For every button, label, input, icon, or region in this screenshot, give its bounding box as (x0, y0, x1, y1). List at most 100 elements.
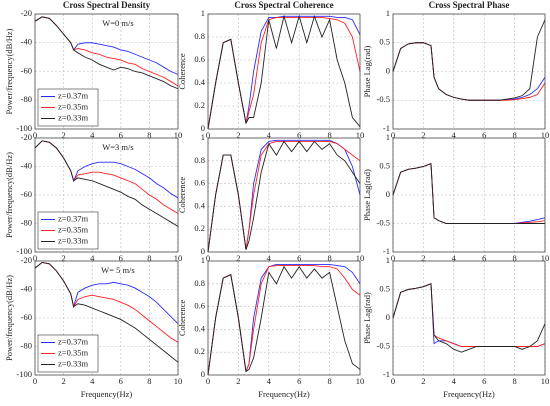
y-tick-label: -0.5 (377, 94, 390, 104)
x-tick-label: 2 (236, 376, 240, 386)
y-tick-label: 0 (201, 123, 205, 133)
series-line (392, 19, 546, 101)
plot-frame (34, 13, 179, 130)
annotation: W=3 m/s (102, 142, 133, 152)
x-tick-label: 0 (391, 253, 395, 263)
x-tick-label: 4 (267, 376, 272, 386)
y-tick-label: 0.4 (194, 77, 205, 87)
y-tick-label: 1 (386, 8, 390, 18)
x-tick-label: 2 (236, 130, 240, 140)
series-line (34, 261, 179, 363)
x-axis-label: Frequency(Hz) (258, 389, 310, 399)
y-tick-label: -0.5 (377, 340, 390, 350)
y-axis-label: Coherence (177, 53, 187, 90)
x-tick-label: 2 (421, 253, 425, 263)
x-tick-label: 2 (236, 253, 240, 263)
y-tick-label: 0.8 (194, 155, 205, 165)
plot-frame (392, 260, 546, 376)
y-tick-label: -1 (383, 123, 390, 133)
x-tick-label: 10 (541, 376, 550, 386)
y-tick-label: 0 (201, 369, 205, 379)
x-tick-label: 6 (119, 130, 123, 140)
series-line (392, 163, 546, 224)
annotation: W=0 m/s (102, 18, 133, 28)
x-tick-label: 2 (61, 376, 65, 386)
y-tick-label: 1 (386, 132, 390, 142)
y-axis-label: Phase Lag(rad) (362, 169, 372, 221)
y-tick-label: 0.2 (194, 346, 205, 356)
x-tick-label: 10 (356, 253, 365, 263)
chart-title: Cross Spectral Coherence (234, 0, 333, 10)
x-tick-label: 8 (512, 130, 516, 140)
plot-frame (392, 13, 546, 130)
y-tick-label: 0.2 (194, 223, 205, 233)
y-tick-label: 0.5 (379, 160, 390, 170)
plot-frame (207, 13, 361, 130)
x-tick-label: 4 (452, 376, 457, 386)
y-tick-label: -60 (21, 65, 32, 75)
plot-frame (34, 137, 179, 253)
x-tick-label: 4 (90, 376, 95, 386)
y-tick-label: -20 (21, 255, 32, 265)
legend-label: z=0.37m (58, 213, 88, 223)
x-tick-label: 2 (421, 376, 425, 386)
x-tick-label: 0 (33, 130, 37, 140)
x-tick-label: 10 (174, 376, 183, 386)
y-tick-label: 1 (201, 132, 205, 142)
y-tick-label: 0.6 (194, 54, 205, 64)
x-tick-label: 10 (174, 130, 183, 140)
y-axis-label: Power/frequency(dB/Hz) (4, 28, 14, 114)
series-line (392, 283, 546, 347)
x-tick-label: 8 (147, 130, 151, 140)
x-tick-label: 0 (391, 376, 395, 386)
series-line (34, 140, 179, 227)
y-tick-label: 0.4 (194, 200, 205, 210)
x-tick-label: 8 (327, 253, 331, 263)
y-tick-label: -100 (16, 369, 32, 379)
y-tick-label: 0.8 (194, 31, 205, 41)
y-axis-label: Coherence (177, 177, 187, 214)
y-tick-label: -1 (383, 369, 390, 379)
y-tick-label: 0.5 (379, 283, 390, 293)
x-tick-label: 0 (206, 130, 210, 140)
x-tick-label: 4 (90, 253, 95, 263)
y-tick-label: 0.6 (194, 178, 205, 188)
x-tick-label: 6 (482, 376, 486, 386)
x-tick-label: 6 (119, 376, 123, 386)
plot-frame (392, 137, 546, 253)
series-line (207, 265, 361, 376)
legend-label: z=0.37m (58, 336, 88, 346)
x-tick-label: 0 (206, 253, 210, 263)
plot-frame (34, 260, 179, 376)
series-line (392, 163, 546, 224)
x-tick-label: 0 (206, 376, 210, 386)
x-tick-label: 4 (267, 130, 272, 140)
legend-label: z=0.35m (58, 224, 88, 234)
series-line (392, 163, 545, 224)
y-tick-label: -100 (16, 246, 32, 256)
series-line (34, 16, 179, 90)
x-tick-label: 10 (541, 253, 550, 263)
plot-frame (207, 260, 361, 376)
y-tick-label: 0 (386, 65, 390, 75)
y-axis-label: Power/frequency(dB/Hz) (4, 275, 14, 361)
x-tick-label: 4 (267, 253, 272, 263)
y-tick-label: 0 (386, 312, 390, 322)
chart-title: Cross Spectral Density (63, 0, 151, 10)
y-tick-label: -20 (21, 132, 32, 142)
x-tick-label: 8 (147, 253, 151, 263)
x-tick-label: 6 (482, 253, 486, 263)
y-axis-label: Power/frequency(dB/Hz) (4, 152, 14, 238)
y-tick-label: 0.2 (194, 100, 205, 110)
y-tick-label: 1 (201, 8, 205, 18)
y-axis-label: Phase Lag(rad) (362, 45, 372, 97)
y-tick-label: 1 (201, 255, 205, 265)
x-tick-label: 10 (541, 130, 550, 140)
y-tick-label: -60 (21, 312, 32, 322)
y-tick-label: -80 (21, 217, 32, 227)
x-tick-label: 6 (297, 253, 301, 263)
x-tick-label: 10 (356, 376, 365, 386)
series-line (207, 140, 361, 253)
x-tick-label: 0 (33, 376, 37, 386)
